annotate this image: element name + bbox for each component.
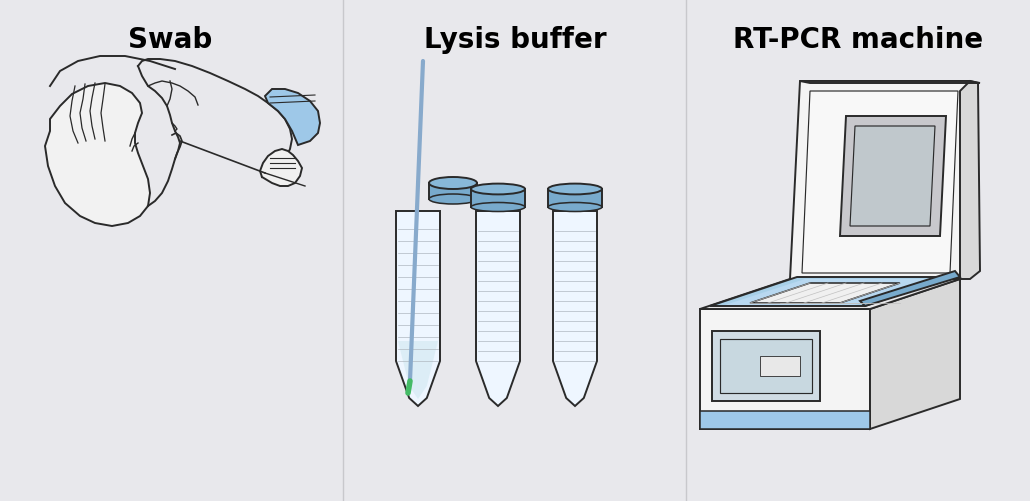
- Polygon shape: [790, 82, 970, 280]
- Polygon shape: [700, 310, 870, 429]
- Polygon shape: [960, 82, 980, 280]
- Ellipse shape: [548, 184, 602, 195]
- Polygon shape: [750, 284, 900, 304]
- Text: Swab: Swab: [128, 26, 212, 54]
- Polygon shape: [553, 211, 597, 406]
- Ellipse shape: [430, 194, 477, 204]
- Polygon shape: [725, 280, 935, 306]
- Polygon shape: [398, 341, 438, 399]
- Polygon shape: [265, 90, 320, 146]
- Polygon shape: [840, 117, 946, 236]
- Ellipse shape: [430, 178, 477, 189]
- Polygon shape: [760, 356, 800, 376]
- Polygon shape: [471, 189, 525, 207]
- Polygon shape: [710, 278, 952, 307]
- Polygon shape: [800, 82, 980, 84]
- Polygon shape: [870, 280, 960, 429]
- Polygon shape: [802, 92, 958, 274]
- Polygon shape: [700, 280, 960, 310]
- Ellipse shape: [471, 184, 525, 195]
- Polygon shape: [700, 411, 870, 429]
- Ellipse shape: [548, 203, 602, 212]
- Text: Lysis buffer: Lysis buffer: [423, 26, 607, 54]
- Polygon shape: [430, 184, 477, 199]
- Polygon shape: [712, 331, 820, 401]
- Polygon shape: [850, 127, 935, 226]
- Polygon shape: [720, 339, 812, 393]
- Polygon shape: [45, 84, 150, 226]
- Polygon shape: [548, 189, 602, 207]
- Polygon shape: [396, 211, 440, 406]
- Polygon shape: [476, 211, 520, 406]
- Ellipse shape: [471, 203, 525, 212]
- Polygon shape: [260, 150, 302, 187]
- Text: RT-PCR machine: RT-PCR machine: [733, 26, 983, 54]
- Polygon shape: [860, 272, 960, 307]
